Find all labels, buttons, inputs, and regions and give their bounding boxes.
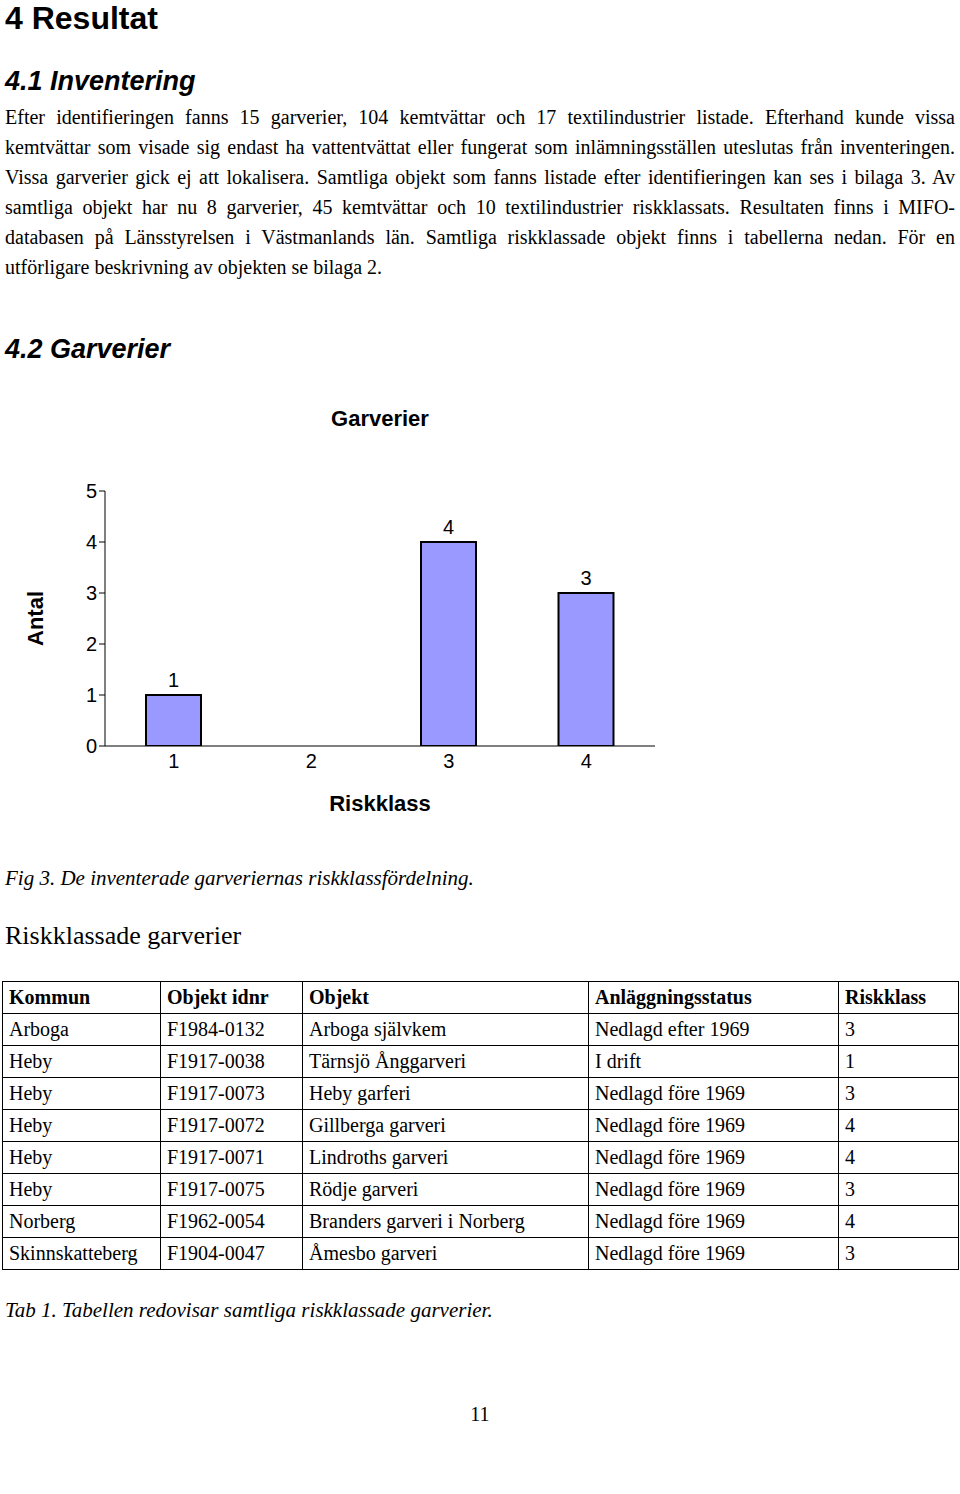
html-text:3: 3: [845, 1178, 855, 1200]
html-text:Åmesbo garveri: Åmesbo garveri: [309, 1242, 438, 1264]
html-text:I drift: I drift: [595, 1050, 642, 1072]
html-text:Objekt idnr: Objekt idnr: [167, 986, 269, 1008]
html-text:4.2 Garverier: 4.2 Garverier: [5, 334, 171, 364]
html-text:Heby: Heby: [9, 1050, 53, 1072]
html-text:F1917-0038: F1917-0038: [167, 1050, 265, 1072]
svg-text:1: 1: [86, 684, 97, 706]
html-text:3: 3: [845, 1242, 855, 1264]
svg-text:3: 3: [580, 567, 591, 589]
html-text:Heby: Heby: [9, 1178, 53, 1200]
html-text:Kommun: Kommun: [9, 986, 91, 1008]
html-text:F1984-0132: F1984-0132: [167, 1018, 265, 1040]
svg-text:1: 1: [168, 669, 179, 691]
html-text:F1917-0075: F1917-0075: [167, 1178, 265, 1200]
html-text:Heby garferi: Heby garferi: [309, 1082, 411, 1104]
html-text:F1917-0072: F1917-0072: [167, 1114, 265, 1136]
html-text:Nedlagd före 1969: Nedlagd före 1969: [595, 1146, 745, 1168]
svg-text:2: 2: [86, 633, 97, 655]
svg-text:3: 3: [443, 750, 454, 772]
html-text:F1917-0073: F1917-0073: [167, 1082, 265, 1104]
svg-text:Antal: Antal: [23, 591, 48, 646]
html-text:4.1 Inventering: 4.1 Inventering: [5, 66, 196, 96]
html-text:Nedlagd före 1969: Nedlagd före 1969: [595, 1114, 745, 1136]
html-text:Nedlagd före 1969: Nedlagd före 1969: [595, 1242, 745, 1264]
html-text:Heby: Heby: [9, 1114, 53, 1136]
html-text:Objekt: Objekt: [309, 986, 369, 1008]
html-text:Fig 3. De inventerade garverie: Fig 3. De inventerade garveriernas riskk…: [5, 866, 474, 890]
html-text:1: 1: [845, 1050, 855, 1072]
html-text:Heby: Heby: [9, 1082, 53, 1104]
html-text:Rödje garveri: Rödje garveri: [309, 1178, 419, 1200]
html-text:Lindroths garveri: Lindroths garveri: [309, 1146, 449, 1168]
html-text:Nedlagd före 1969: Nedlagd före 1969: [595, 1082, 745, 1104]
html-text:Nedlagd före 1969: Nedlagd före 1969: [595, 1210, 745, 1232]
html-text:Riskklass: Riskklass: [845, 986, 927, 1008]
svg-text:2: 2: [306, 750, 317, 772]
html-text:Efter identifieringen fanns 15: Efter identifieringen fanns 15 garverier…: [5, 106, 955, 278]
html-text:11: 11: [470, 1403, 490, 1425]
svg-text:4: 4: [86, 531, 97, 553]
html-text:Tärnsjö Ånggarveri: Tärnsjö Ånggarveri: [309, 1050, 467, 1072]
html-text:3: 3: [845, 1018, 855, 1040]
svg-text:5: 5: [86, 480, 97, 502]
html-text:Riskklassade garverier: Riskklassade garverier: [5, 921, 242, 950]
html-text:Anläggningsstatus: Anläggningsstatus: [595, 986, 752, 1008]
html-text:Tab 1. Tabellen redovisar samt: Tab 1. Tabellen redovisar samtliga riskk…: [5, 1298, 493, 1322]
html-text:4: 4: [845, 1114, 855, 1136]
html-text:4: 4: [845, 1146, 855, 1168]
html-text:Gillberga garveri: Gillberga garveri: [309, 1114, 446, 1136]
svg-text:1: 1: [168, 750, 179, 772]
svg-text:0: 0: [86, 735, 97, 757]
svg-text:4: 4: [443, 516, 454, 538]
html-text:F1962-0054: F1962-0054: [167, 1210, 265, 1232]
html-text:3: 3: [845, 1082, 855, 1104]
html-text:Heby: Heby: [9, 1146, 53, 1168]
html-text:4: 4: [845, 1210, 855, 1232]
html-text:Arboga: Arboga: [9, 1018, 69, 1040]
html-text:F1904-0047: F1904-0047: [167, 1242, 265, 1264]
svg-text:4: 4: [581, 750, 592, 772]
html-text:Garverier: Garverier: [331, 406, 429, 431]
html-text:Nedlagd före 1969: Nedlagd före 1969: [595, 1178, 745, 1200]
html-text:Nedlagd efter 1969: Nedlagd efter 1969: [595, 1018, 750, 1040]
svg-text:Riskklass: Riskklass: [329, 791, 431, 816]
html-text:4 Resultat: 4 Resultat: [5, 0, 158, 36]
html-text:F1917-0071: F1917-0071: [167, 1146, 265, 1168]
html-text:Branders garveri i Norberg: Branders garveri i Norberg: [309, 1210, 525, 1232]
html-text:Skinnskatteberg: Skinnskatteberg: [9, 1242, 138, 1264]
html-text:Norberg: Norberg: [9, 1210, 76, 1232]
html-text:Arboga självkem: Arboga självkem: [309, 1018, 447, 1040]
svg-text:3: 3: [86, 582, 97, 604]
